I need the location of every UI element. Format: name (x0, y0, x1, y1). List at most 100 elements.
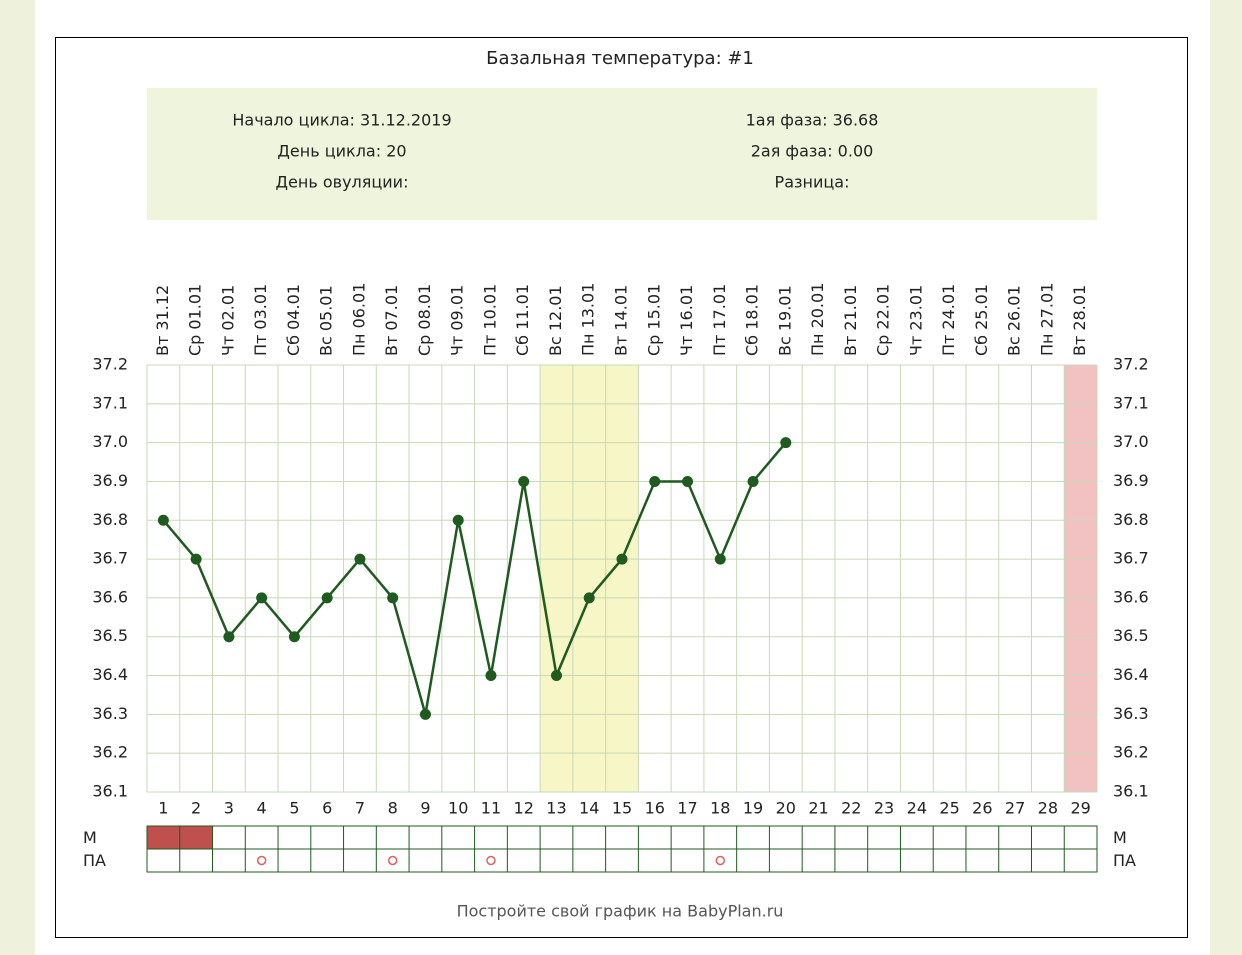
temperature-point (747, 475, 759, 487)
day-number: 17 (677, 799, 697, 818)
y2-tick-label: 36.2 (1113, 743, 1149, 762)
y2-tick-label: 36.3 (1113, 704, 1149, 723)
day-number: 4 (257, 799, 267, 818)
temperature-point (288, 631, 300, 643)
day-number: 23 (874, 799, 894, 818)
y-tick-label: 36.9 (92, 471, 128, 490)
y2-tick-label: 36.9 (1113, 471, 1149, 490)
y2-tick-label: 37.2 (1113, 355, 1149, 374)
x-tick-label: Пн 13.01 (579, 283, 598, 356)
row-mark (387, 855, 398, 866)
day-number: 25 (939, 799, 959, 818)
temperature-point (354, 553, 366, 565)
temperature-point (583, 592, 595, 604)
temperature-point (780, 437, 792, 449)
day-number: 26 (972, 799, 992, 818)
y2-tick-label: 36.8 (1113, 510, 1149, 529)
x-tick-label: Чт 16.01 (677, 285, 696, 356)
day-number: 5 (289, 799, 299, 818)
row-mark (486, 855, 496, 866)
day-number: 13 (546, 799, 566, 818)
day-number: 12 (514, 799, 534, 818)
day-number: 19 (743, 799, 763, 818)
row-label: ПА (1113, 851, 1136, 870)
temperature-point (321, 592, 333, 604)
y2-tick-label: 36.5 (1113, 626, 1149, 645)
temperature-point (485, 670, 497, 682)
footer: Постройте свой график на BabyPlan.ru (457, 902, 784, 921)
highlight-band (1064, 365, 1097, 792)
day-number: 8 (388, 799, 398, 818)
y-tick-label: 36.1 (92, 782, 128, 801)
y-tick-label: 36.8 (92, 510, 128, 529)
temperature-point (682, 475, 694, 487)
y-tick-label: 36.4 (92, 665, 128, 684)
y-tick-label: 36.7 (92, 549, 128, 568)
day-number: 22 (841, 799, 861, 818)
info-text: День овуляции: (276, 173, 409, 192)
temperature-point (387, 592, 399, 604)
x-tick-label: Ср 01.01 (186, 284, 205, 356)
info-text: День цикла: 20 (277, 142, 406, 161)
row-label: М (1113, 828, 1127, 847)
day-number: 9 (420, 799, 430, 818)
day-number: 18 (710, 799, 730, 818)
y-tick-label: 37.0 (92, 432, 128, 451)
info-text: Разница: (775, 173, 850, 192)
x-tick-label: Пт 17.01 (710, 284, 729, 356)
day-number: 20 (776, 799, 796, 818)
x-tick-label: Вт 21.01 (841, 285, 860, 356)
temperature-point (157, 514, 169, 526)
temperature-point (518, 475, 530, 487)
x-tick-label: Вс 19.01 (775, 285, 794, 356)
day-number: 10 (448, 799, 468, 818)
y2-tick-label: 36.1 (1113, 782, 1149, 801)
temperature-point (616, 553, 628, 565)
x-tick-label: Вт 28.01 (1070, 285, 1089, 356)
x-tick-label: Ср 22.01 (874, 284, 893, 356)
highlight-band (540, 365, 639, 792)
y2-tick-label: 36.4 (1113, 665, 1149, 684)
day-number: 14 (579, 799, 599, 818)
x-tick-label: Пн 06.01 (349, 283, 368, 356)
x-tick-label: Сб 25.01 (972, 284, 991, 356)
row-mark (256, 855, 267, 866)
x-tick-label: Пн 27.01 (1037, 283, 1056, 356)
x-tick-label: Пн 20.01 (808, 283, 827, 356)
row-mark (715, 855, 726, 866)
day-number: 7 (355, 799, 365, 818)
temperature-point (550, 670, 562, 682)
info-box (147, 88, 1097, 220)
info-text: 2ая фаза: 0.00 (751, 142, 874, 161)
y-tick-label: 36.6 (92, 587, 128, 606)
day-number: 1 (158, 799, 168, 818)
day-number: 11 (481, 799, 501, 818)
day-number: 21 (808, 799, 828, 818)
y-tick-label: 36.2 (92, 743, 128, 762)
chart-title: Базальная температура: #1 (486, 48, 754, 69)
x-tick-label: Чт 09.01 (448, 285, 467, 356)
day-number: 15 (612, 799, 632, 818)
y-tick-label: 37.2 (92, 355, 128, 374)
y-tick-label: 36.3 (92, 704, 128, 723)
x-tick-label: Вт 14.01 (612, 285, 631, 356)
y2-tick-label: 37.0 (1113, 432, 1149, 451)
info-text: Начало цикла: 31.12.2019 (232, 111, 451, 130)
info-text: 1ая фаза: 36.68 (746, 111, 879, 130)
row-label: М (83, 828, 97, 847)
day-number: 28 (1038, 799, 1058, 818)
day-number: 6 (322, 799, 332, 818)
x-tick-label: Сб 11.01 (513, 284, 532, 356)
day-number: 2 (191, 799, 201, 818)
x-tick-label: Вс 26.01 (1005, 285, 1024, 356)
y2-tick-label: 37.1 (1113, 393, 1149, 412)
x-tick-label: Вт 07.01 (382, 285, 401, 356)
temperature-point (649, 475, 661, 487)
row-mark (179, 826, 213, 849)
temperature-point (223, 631, 235, 643)
x-tick-label: Вс 05.01 (317, 285, 336, 356)
y2-tick-label: 36.6 (1113, 587, 1149, 606)
x-tick-label: Сб 04.01 (284, 284, 303, 356)
